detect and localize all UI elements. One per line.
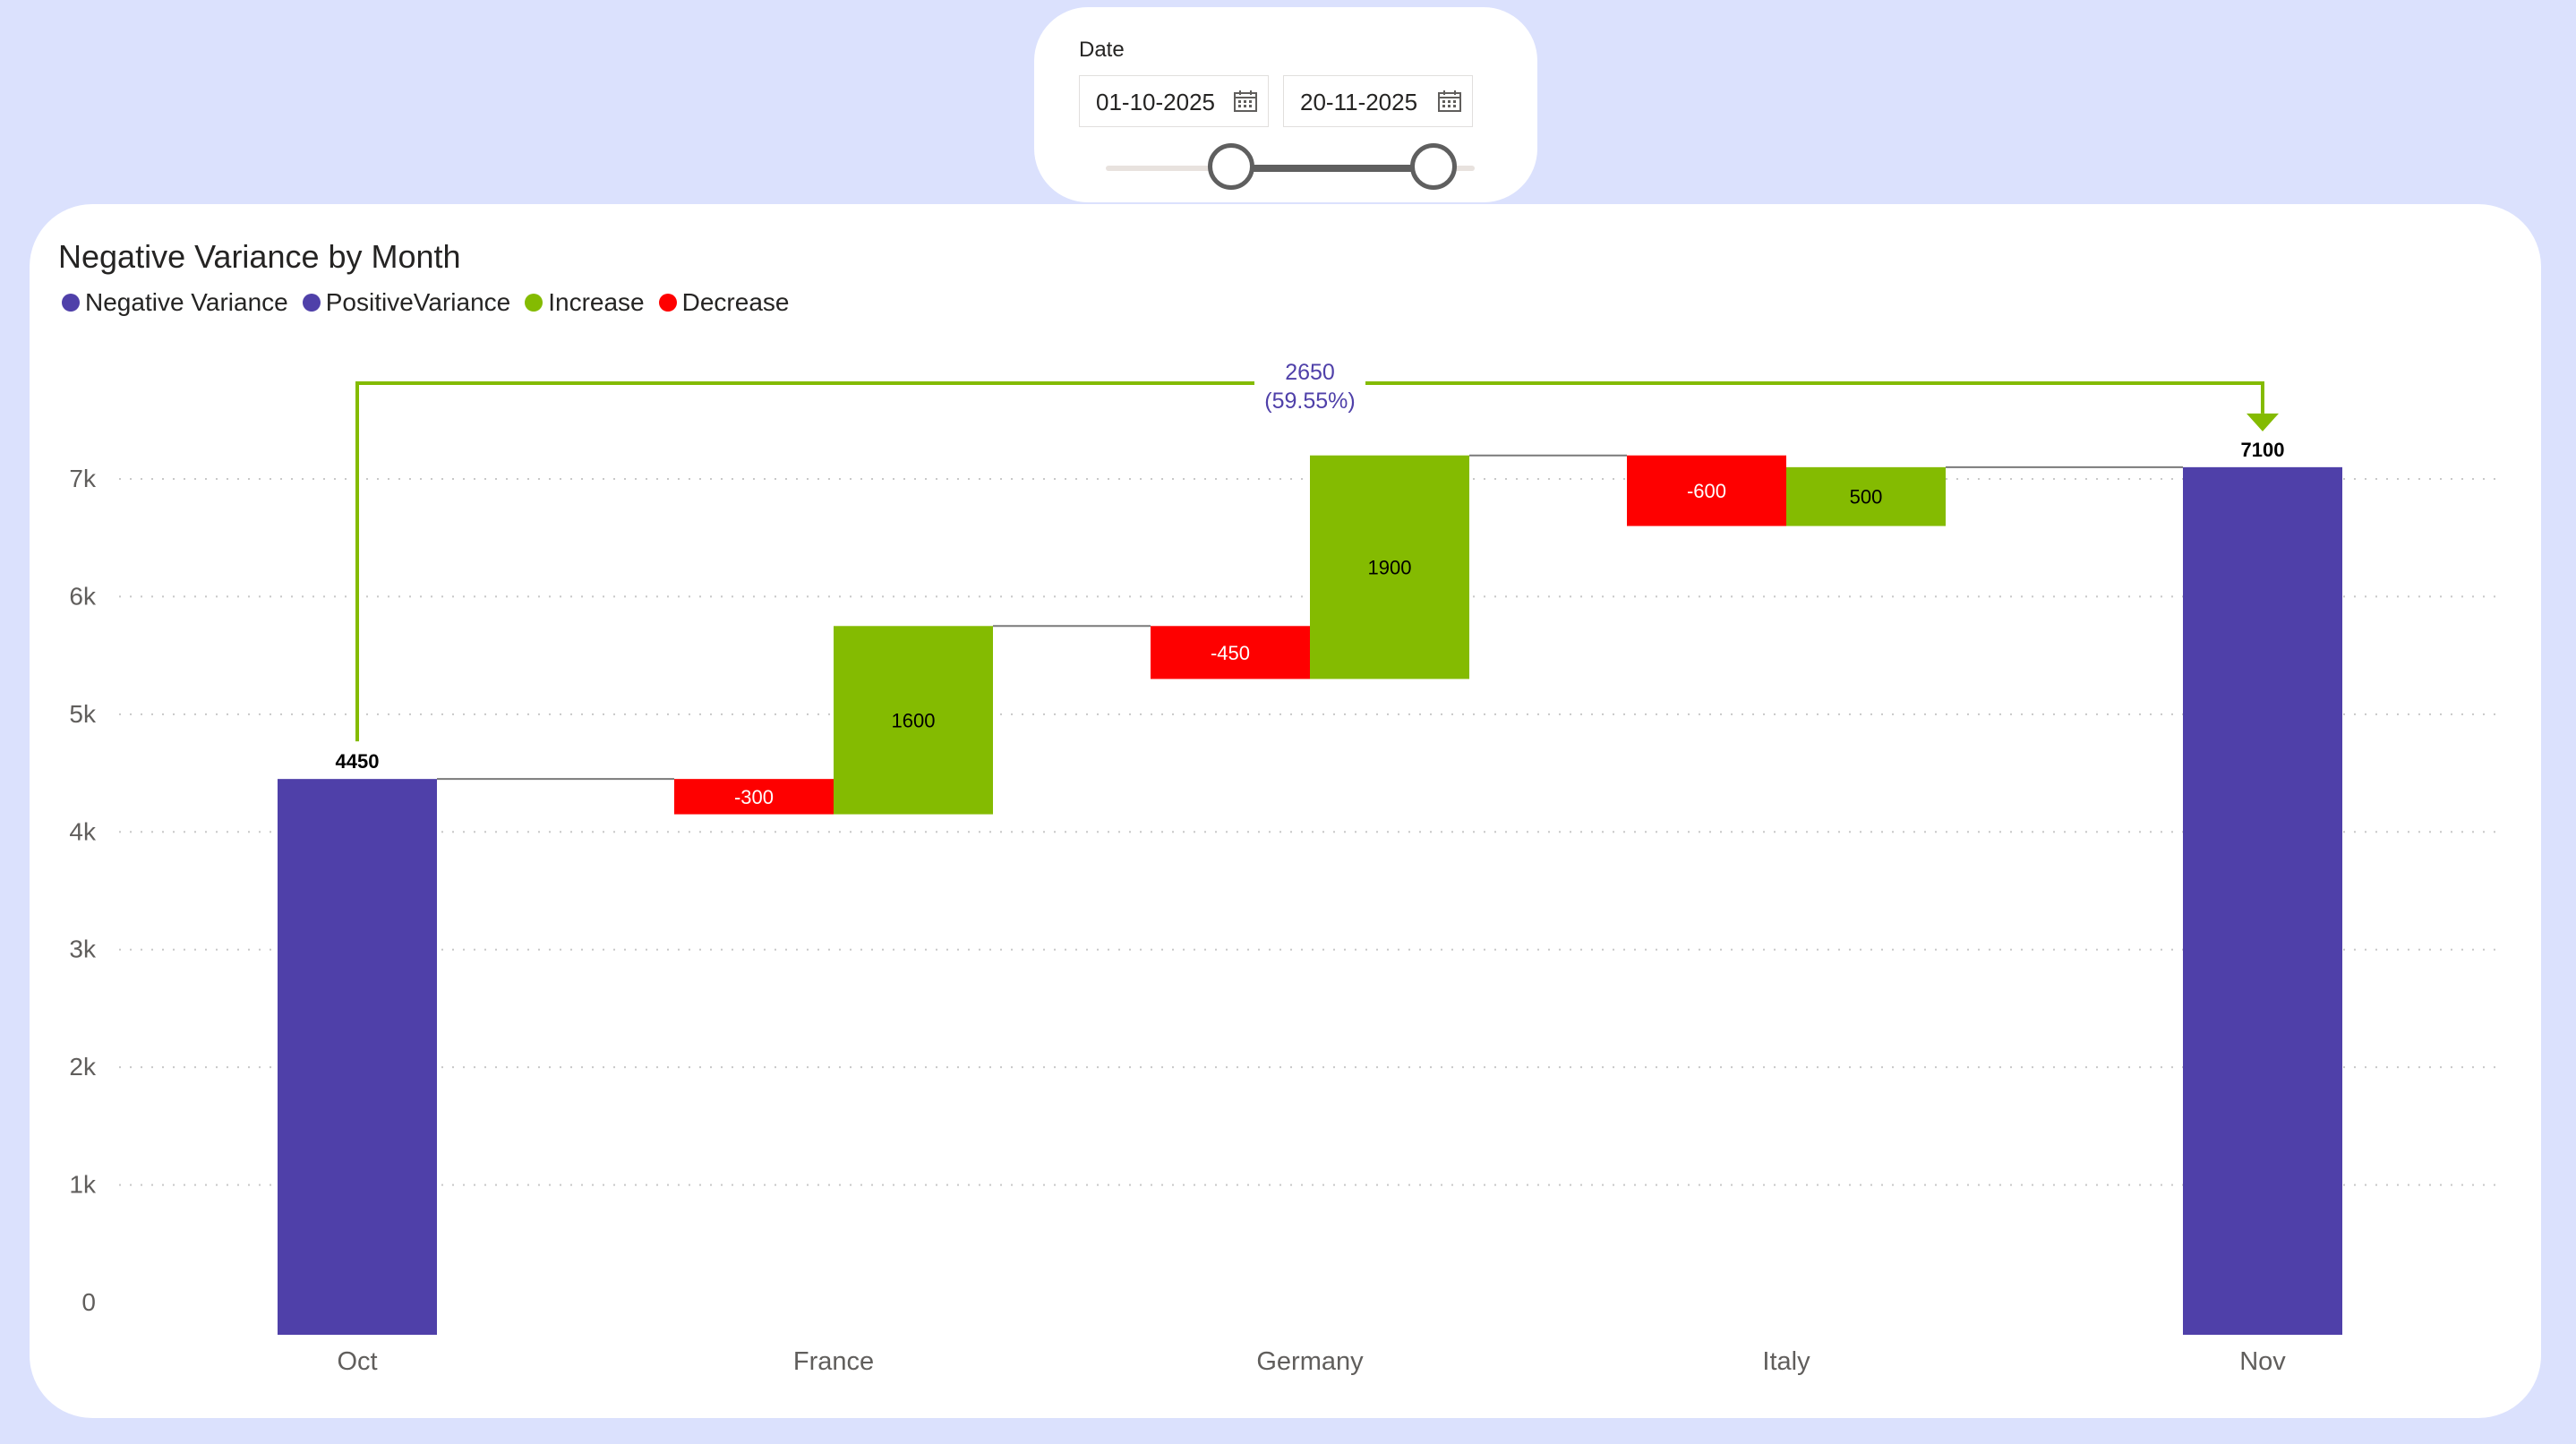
data-label: 7100 bbox=[2241, 439, 2285, 461]
data-label: 500 bbox=[1850, 486, 1883, 508]
legend-label: PositiveVariance bbox=[325, 288, 511, 316]
y-tick-label: 1k bbox=[69, 1171, 97, 1199]
legend-label: Negative Variance bbox=[85, 288, 288, 316]
bar-start-total bbox=[278, 779, 437, 1335]
slicer-title: Date bbox=[1079, 38, 1125, 62]
legend-marker bbox=[302, 294, 321, 312]
legend-item[interactable]: Negative Variance bbox=[62, 288, 288, 317]
legend-label: Decrease bbox=[681, 288, 790, 316]
bar-decrease bbox=[1151, 626, 1310, 679]
y-tick-label: 6k bbox=[69, 582, 97, 610]
calendar-icon[interactable] bbox=[1234, 90, 1257, 112]
waterfall-chart: 0 1k 2k 3k 4k 5k 6k 7k Oct France Germany Italy Nov 4… bbox=[69, 356, 2501, 1376]
variance-value: 2650 bbox=[1285, 360, 1335, 385]
bar-decrease bbox=[674, 779, 834, 815]
start-date-input[interactable]: 01-10-2025 bbox=[1079, 75, 1269, 127]
end-date-input[interactable]: 20-11-2025 bbox=[1283, 75, 1473, 127]
chart-card: 0 1k 2k 3k 4k 5k 6k 7k Oct France Germany Italy Nov 4… bbox=[30, 204, 2541, 1418]
x-tick-label: Oct bbox=[337, 1347, 377, 1376]
data-label: 4450 bbox=[336, 750, 380, 773]
bar-increase bbox=[1310, 455, 1469, 679]
variance-label-bg bbox=[1254, 356, 1365, 414]
legend-item[interactable]: Increase bbox=[525, 288, 645, 317]
x-tick-label: Italy bbox=[1762, 1347, 1810, 1376]
variance-percent: (59.55%) bbox=[1264, 389, 1355, 414]
chart-legend: Negative Variance PositiveVariance Increas… bbox=[62, 288, 803, 317]
y-tick-label: 5k bbox=[69, 700, 97, 728]
data-label: -300 bbox=[734, 786, 774, 808]
bar-increase bbox=[1786, 466, 1946, 526]
end-slider-handle[interactable] bbox=[1410, 143, 1457, 190]
legend-marker bbox=[658, 294, 677, 312]
bar-increase bbox=[834, 626, 993, 815]
end-date-value: 20-11-2025 bbox=[1300, 89, 1418, 115]
x-tick-label: Nov bbox=[2239, 1347, 2286, 1376]
data-label: -450 bbox=[1211, 642, 1250, 664]
start-slider-handle[interactable] bbox=[1208, 143, 1254, 190]
bar-end-total bbox=[2183, 466, 2342, 1335]
legend-item[interactable]: PositiveVariance bbox=[302, 288, 511, 317]
date-range-fill bbox=[1231, 165, 1433, 172]
y-tick-label: 7k bbox=[69, 465, 97, 492]
legend-marker bbox=[62, 294, 80, 312]
legend-marker bbox=[525, 294, 543, 312]
y-tick-label: 0 bbox=[81, 1288, 96, 1316]
data-label: -600 bbox=[1687, 480, 1726, 502]
y-tick-label: 2k bbox=[69, 1053, 97, 1081]
calendar-icon[interactable] bbox=[1438, 90, 1461, 112]
chart-title: Negative Variance by Month bbox=[58, 238, 461, 275]
date-slicer: Date 01-10-2025 20-11-2025 bbox=[1034, 7, 1537, 202]
data-label: 1900 bbox=[1368, 557, 1412, 579]
variance-arrow bbox=[2247, 413, 2279, 431]
x-tick-label: Germany bbox=[1256, 1347, 1364, 1376]
start-date-value: 01-10-2025 bbox=[1096, 89, 1215, 115]
data-label: 1600 bbox=[892, 709, 936, 731]
x-tick-label: France bbox=[793, 1347, 874, 1376]
bar-decrease bbox=[1627, 455, 1786, 526]
legend-label: Increase bbox=[548, 288, 645, 316]
y-tick-label: 3k bbox=[69, 936, 97, 963]
legend-item[interactable]: Decrease bbox=[658, 288, 790, 317]
y-tick-label: 4k bbox=[69, 817, 97, 845]
